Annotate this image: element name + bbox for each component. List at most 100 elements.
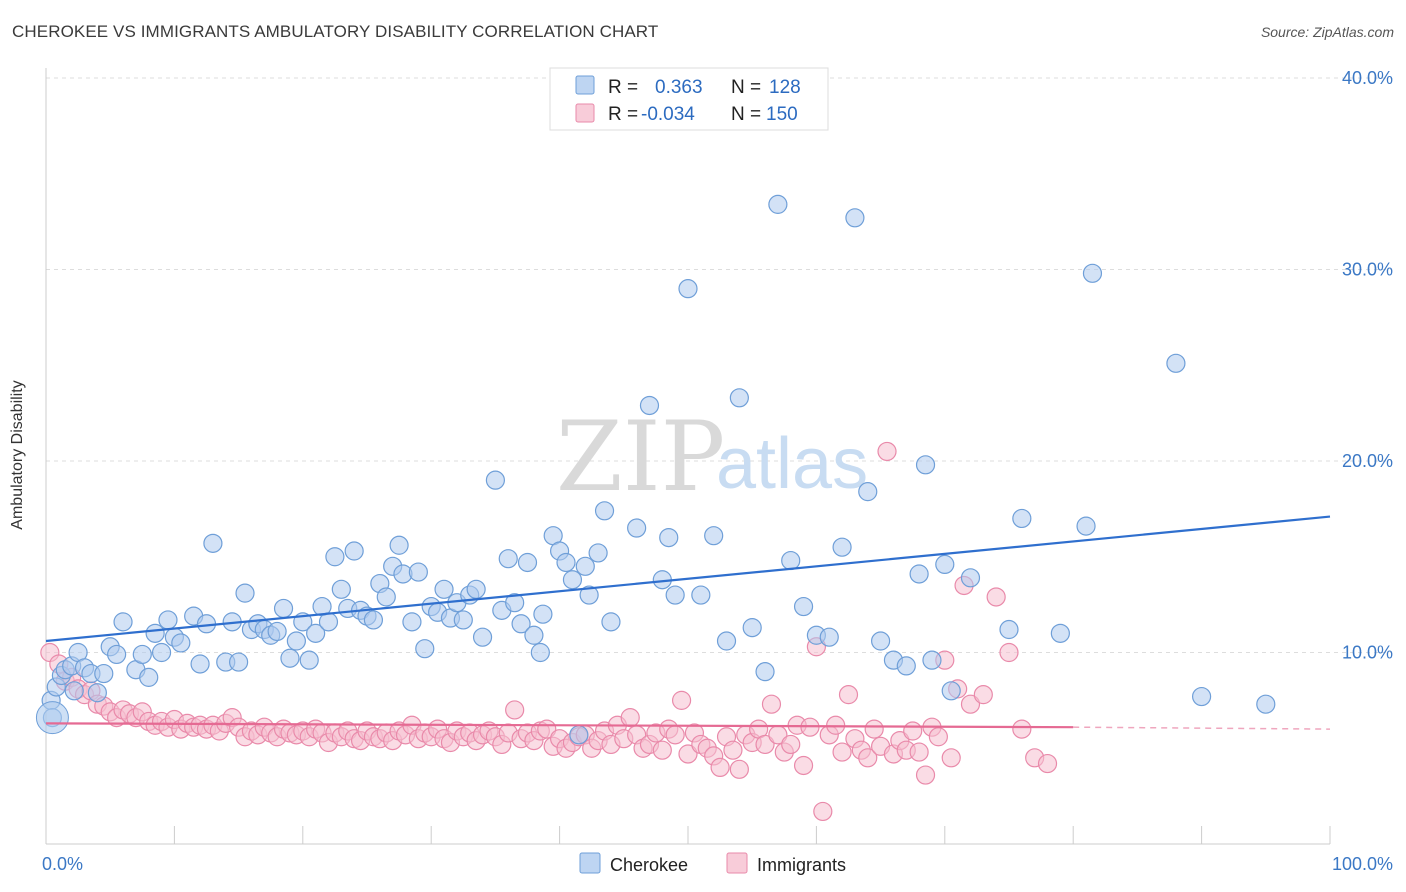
cherokee-point-86 <box>639 395 660 416</box>
immigrants-point-128 <box>864 719 884 739</box>
legend-box <box>549 67 829 131</box>
cherokee-point-42 <box>325 547 345 567</box>
cherokee-point-115 <box>1012 508 1032 529</box>
cherokee-point-68 <box>498 549 518 569</box>
immigrants-point-146 <box>999 642 1019 663</box>
cherokee-point-11 <box>107 644 127 665</box>
immigrants-point-123 <box>832 742 852 762</box>
immigrants-point-136 <box>915 765 936 785</box>
immigrants-point-138 <box>928 727 948 747</box>
x-tick-label-1: 100.0% <box>1332 854 1393 874</box>
cherokee-point-110 <box>922 650 942 670</box>
cherokee-trend-line <box>45 515 1331 643</box>
cherokee-point-39 <box>306 623 326 643</box>
cherokee-point-79 <box>569 725 589 745</box>
cherokee-point-82 <box>588 543 608 563</box>
cherokee-point-12 <box>113 612 133 632</box>
cherokee-point-120 <box>1191 686 1212 707</box>
cherokee-point-48 <box>363 610 384 630</box>
legend-r-value-cherokee: 0.363 <box>655 77 703 98</box>
cherokee-point-91 <box>691 585 711 605</box>
cherokee-point-72 <box>524 625 544 645</box>
legend-n-label-immigrants: N = <box>731 104 761 125</box>
cherokee-point-45 <box>344 541 364 561</box>
cherokee-point-9 <box>94 663 114 684</box>
cherokee-point-24 <box>203 533 223 553</box>
cherokee-point-94 <box>729 388 749 408</box>
cherokee-point-111 <box>935 554 955 575</box>
cherokee-point-18 <box>158 610 178 630</box>
cherokee-point-66 <box>485 470 505 490</box>
cherokee-point-103 <box>845 208 865 228</box>
cherokee-point-34 <box>273 598 294 619</box>
cherokee-point-17 <box>151 642 172 663</box>
legend-r-label-cherokee: R = <box>608 77 638 98</box>
cherokee-point-89 <box>665 585 685 605</box>
legend-n-value-cherokee: 128 <box>769 77 801 98</box>
immigrants-point-143 <box>960 694 981 714</box>
cherokee-point-109 <box>915 455 936 475</box>
immigrants-point-149 <box>1037 753 1058 774</box>
cherokee-point-71 <box>517 552 538 573</box>
cherokee-point-95 <box>742 618 762 638</box>
cherokee-point-93 <box>716 631 737 651</box>
correlation-legend: R = 0.363 N = 128 R = -0.034 N = 150 <box>549 67 829 131</box>
immigrants-point-124 <box>838 685 859 705</box>
x-tick-label-0: 0.0% <box>42 854 83 874</box>
bottom-legend-swatch-cherokee <box>579 852 601 874</box>
watermark-zip: ZIP <box>556 401 725 513</box>
y-tick-label-1: 20.0% <box>1342 451 1393 471</box>
bottom-legend-swatch-immigrants <box>726 852 748 874</box>
immigrants-point-111 <box>755 734 775 755</box>
cherokee-point-56 <box>415 639 435 659</box>
cherokee-point-121 <box>1256 694 1276 714</box>
legend-swatch-immigrants <box>575 103 595 123</box>
cherokee-point-81 <box>579 585 599 605</box>
cherokee-point-112 <box>941 681 961 701</box>
immigrants-point-147 <box>1012 719 1032 739</box>
immigrants-point-135 <box>909 742 929 762</box>
cherokee-point-99 <box>793 596 814 617</box>
cherokee-point-54 <box>402 612 422 632</box>
immigrants-point-127 <box>858 748 878 768</box>
bottom-legend-label-cherokee: Cherokee <box>610 855 688 875</box>
cherokee-point-102 <box>832 537 852 557</box>
immigrants-point-98 <box>671 690 692 710</box>
watermark: ZIP atlas <box>556 401 868 513</box>
cherokee-point-123 <box>64 681 84 701</box>
chart-source: Source: ZipAtlas.com <box>1260 24 1394 40</box>
x-tick-labels: 0.0% 100.0% <box>42 854 1393 874</box>
cherokee-point-113 <box>960 568 981 588</box>
cherokee-point-22 <box>190 654 210 674</box>
cherokee-points <box>35 194 1276 745</box>
immigrants-point-72 <box>505 700 525 720</box>
series-legend: Cherokee Immigrants <box>579 852 846 875</box>
y-tick-label-3: 40.0% <box>1342 68 1393 88</box>
cherokee-point-73 <box>530 642 550 663</box>
cherokee-point-84 <box>601 612 621 632</box>
cherokee-point-108 <box>909 564 929 584</box>
immigrants-point-130 <box>877 441 897 462</box>
immigrants-point-117 <box>793 755 814 776</box>
legend-n-label-cherokee: N = <box>731 77 761 98</box>
cherokee-point-16 <box>145 623 165 643</box>
cherokee-point-64 <box>466 579 486 599</box>
cherokee-point-78 <box>562 570 583 590</box>
cherokee-point-98 <box>781 550 801 571</box>
immigrants-point-107 <box>729 759 749 779</box>
immigrants-point-140 <box>941 748 961 768</box>
cherokee-point-70 <box>511 614 531 634</box>
cherokee-point-104 <box>858 482 878 502</box>
cherokee-point-83 <box>594 501 615 521</box>
cherokee-point-114 <box>999 619 1019 640</box>
cherokee-point-38 <box>299 650 319 670</box>
immigrants-trend-line <box>45 722 1074 729</box>
legend-r-value-immigrants: -0.034 <box>641 104 695 125</box>
immigrants-point-144 <box>973 685 993 705</box>
cherokee-point-85 <box>627 518 647 538</box>
immigrants-point-99 <box>678 744 698 764</box>
cherokee-point-62 <box>453 610 473 630</box>
cherokee-point-101 <box>819 627 839 647</box>
legend-n-value-immigrants: 150 <box>766 104 798 125</box>
cherokee-point-33 <box>267 621 287 642</box>
